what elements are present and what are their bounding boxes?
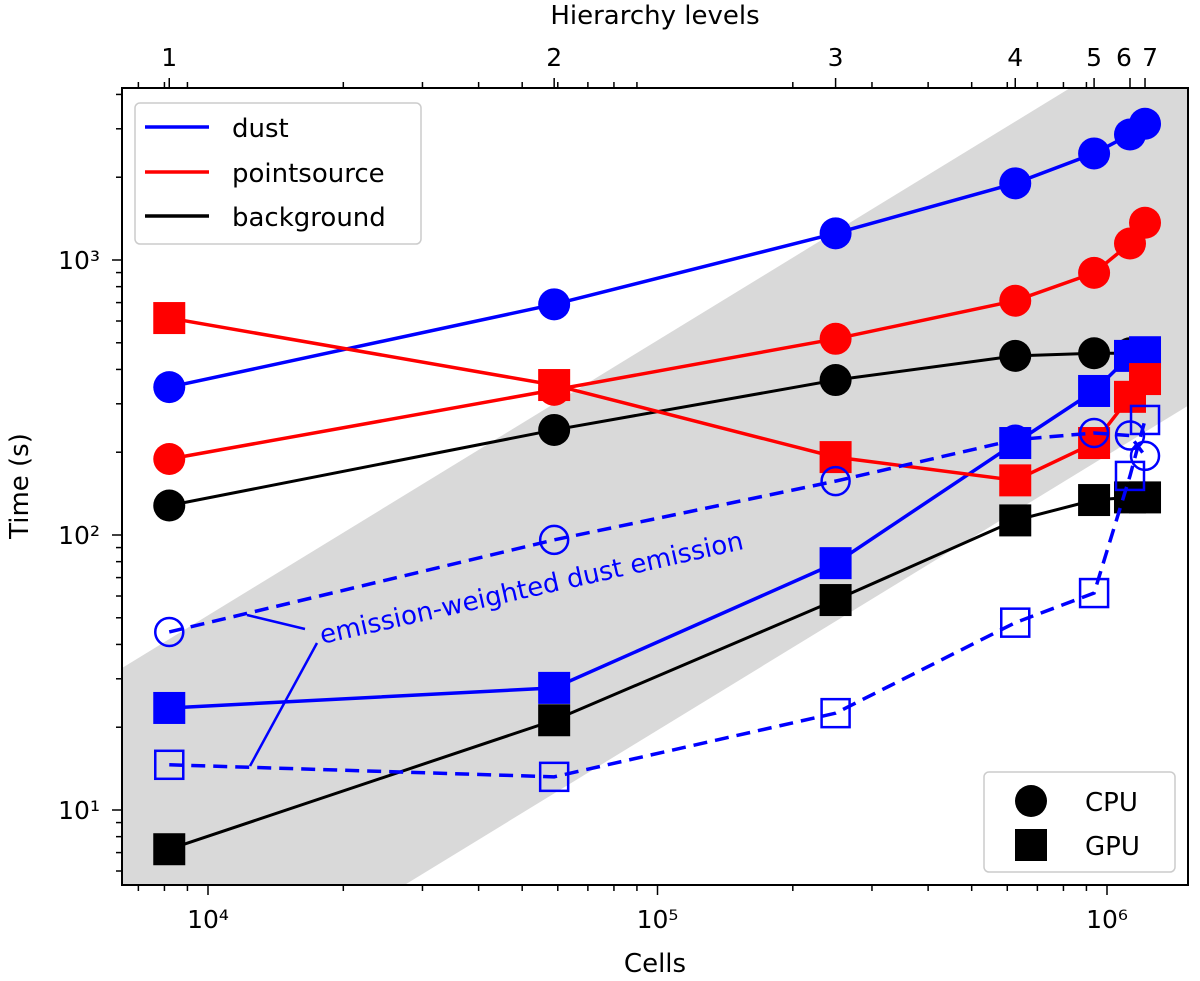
data-point-dust-cpu-3 [819, 217, 852, 250]
data-point-dust-gpu-5 [1078, 374, 1111, 407]
data-point-pointsource-gpu-2 [538, 369, 571, 402]
x-tick-label: 10⁶ [1086, 905, 1128, 934]
data-point-dust-gpu-7 [1129, 336, 1162, 369]
data-point-background-gpu-4 [999, 504, 1032, 537]
data-point-background-cpu-1 [153, 489, 186, 522]
data-point-dust-cpu-5 [1078, 137, 1111, 170]
legend-label-cpu: CPU [1085, 788, 1138, 818]
annotation-leader-circle [246, 613, 306, 631]
y-tick-label: 10³ [58, 246, 100, 275]
series-emission-weighted-dust-gpu [154, 404, 1161, 793]
data-point-emission-weighted-dust-gpu-1 [154, 749, 185, 781]
legend-device: CPU GPU [983, 771, 1176, 873]
y-tick-label: 10¹ [58, 796, 100, 825]
data-point-emission-weighted-dust-cpu-3 [820, 465, 851, 497]
data-point-background-cpu-4 [999, 339, 1032, 372]
top-tick-label: 4 [1007, 43, 1023, 72]
data-point-background-gpu-2 [538, 704, 571, 737]
data-point-background-cpu-3 [819, 364, 852, 397]
series-layer [153, 107, 1162, 866]
data-point-emission-weighted-dust-cpu-5 [1078, 417, 1110, 449]
data-point-emission-weighted-dust-gpu-7 [1129, 404, 1161, 436]
data-point-pointsource-cpu-7 [1129, 206, 1162, 239]
data-point-emission-weighted-dust-gpu-4 [999, 607, 1031, 638]
data-point-background-cpu-2 [538, 413, 571, 446]
data-point-dust-gpu-2 [538, 671, 571, 704]
top-tick-label: 5 [1086, 43, 1102, 72]
data-point-pointsource-cpu-3 [819, 322, 852, 355]
data-point-dust-cpu-4 [999, 167, 1032, 200]
data-point-emission-weighted-dust-cpu-1 [154, 616, 185, 648]
shaded-band [122, 88, 1188, 885]
legend-marker-gpu [1015, 829, 1047, 861]
x-tick-label: 10⁴ [187, 905, 229, 934]
legend-label-gpu: GPU [1085, 832, 1140, 862]
legend-series: dust pointsource background [134, 102, 422, 245]
data-point-dust-gpu-1 [153, 691, 186, 724]
data-point-pointsource-cpu-4 [999, 284, 1032, 317]
data-point-emission-weighted-dust-gpu-6 [1114, 460, 1146, 492]
data-point-emission-weighted-dust-cpu-2 [538, 524, 570, 556]
series-emission-weighted-dust-cpu [154, 417, 1161, 648]
legend-label-dust: dust [232, 114, 289, 144]
data-point-pointsource-gpu-7 [1129, 363, 1162, 396]
legend-label-pointsource: pointsource [232, 159, 385, 189]
data-point-background-cpu-5 [1078, 337, 1111, 370]
series-dust-cpu [153, 107, 1162, 404]
top-tick-label: 6 [1116, 43, 1132, 72]
plot-frame [121, 87, 1189, 886]
data-point-background-gpu-5 [1078, 484, 1111, 517]
y-axis-label: Time (s) [5, 433, 35, 540]
legend-marker-cpu [1015, 785, 1047, 817]
top-tick-label: 7 [1142, 43, 1158, 72]
data-point-pointsource-gpu-1 [153, 302, 186, 335]
legend-label-background: background [232, 203, 386, 233]
data-point-dust-cpu-2 [538, 288, 571, 321]
top-tick-label: 2 [546, 43, 562, 72]
data-point-dust-cpu-7 [1129, 107, 1162, 140]
x-tick-label: 10⁵ [637, 905, 679, 934]
legend-series-box [134, 102, 422, 245]
x-axis-label: Cells [624, 949, 686, 979]
data-point-emission-weighted-dust-gpu-5 [1078, 577, 1110, 609]
top-tick-label: 1 [161, 43, 177, 72]
legend-device-box [983, 771, 1176, 873]
data-point-pointsource-gpu-4 [999, 464, 1032, 497]
y-tick-label: 10² [58, 521, 100, 550]
series-dust-gpu [153, 336, 1162, 724]
axis-ticks: 10⁴ 10⁵ 10⁶ 10¹ 10² 10³ 1 2 3 4 5 6 7 [58, 43, 1158, 934]
data-point-pointsource-cpu-5 [1078, 256, 1111, 289]
data-point-pointsource-cpu-1 [153, 442, 186, 475]
shaded-band-layer [122, 88, 1188, 885]
data-point-emission-weighted-dust-gpu-2 [538, 761, 570, 793]
annotation-leader-square [248, 642, 319, 767]
data-point-emission-weighted-dust-gpu-3 [820, 697, 851, 729]
series-line-emission-weighted-dust-gpu [169, 419, 1147, 779]
top-axis-label: Hierarchy levels [550, 1, 759, 31]
data-point-dust-cpu-1 [153, 371, 186, 404]
data-point-emission-weighted-dust-cpu-4 [999, 424, 1031, 456]
top-tick-label: 3 [828, 43, 844, 72]
series-line-emission-weighted-dust-cpu [168, 431, 1147, 634]
data-point-background-gpu-3 [819, 584, 852, 617]
data-point-background-gpu-1 [153, 833, 186, 866]
data-point-dust-gpu-3 [819, 547, 852, 580]
